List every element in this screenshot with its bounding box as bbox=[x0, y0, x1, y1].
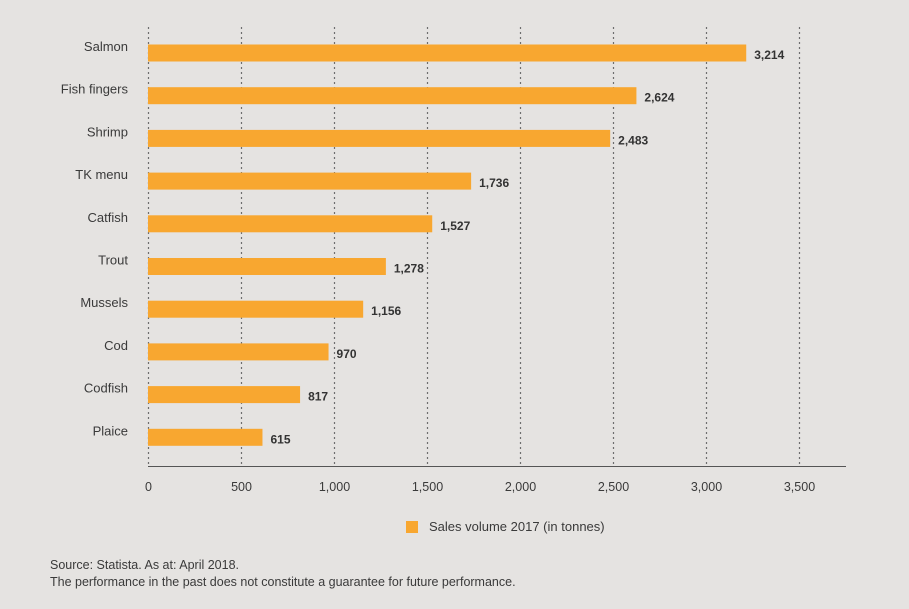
value-label: 1,527 bbox=[440, 219, 470, 233]
category-label: Plaice bbox=[93, 423, 128, 438]
x-tick-label: 1,000 bbox=[319, 480, 350, 494]
value-label: 3,214 bbox=[754, 48, 784, 62]
x-tick-label: 1,500 bbox=[412, 480, 443, 494]
bar bbox=[148, 87, 637, 105]
category-label: Trout bbox=[98, 253, 128, 268]
legend: Sales volume 2017 (in tonnes) bbox=[406, 519, 605, 534]
bar bbox=[148, 428, 263, 446]
value-label: 2,624 bbox=[644, 91, 674, 105]
value-label: 1,156 bbox=[371, 304, 401, 318]
bar bbox=[148, 215, 433, 233]
value-label: 1,736 bbox=[479, 176, 509, 190]
category-label: Mussels bbox=[80, 295, 128, 310]
bar bbox=[148, 386, 301, 404]
source-note: Source: Statista. As at: April 2018. The… bbox=[50, 557, 516, 591]
value-label: 1,278 bbox=[394, 262, 424, 276]
bar bbox=[148, 44, 747, 62]
category-label: Shrimp bbox=[87, 124, 128, 139]
x-tick-label: 0 bbox=[145, 480, 152, 494]
category-labels: Salmon Fish fingers Shrimp TK menu Catfish Tr… bbox=[61, 39, 129, 438]
value-label: 970 bbox=[337, 347, 357, 361]
category-label: Codfish bbox=[84, 381, 128, 396]
bar bbox=[148, 258, 386, 275]
category-label: Fish fingers bbox=[61, 82, 129, 97]
bar bbox=[148, 129, 611, 147]
bar bbox=[148, 343, 329, 361]
x-tick-labels: 0 500 1,000 1,500 2,000 2,500 3,000 3,500 bbox=[145, 480, 815, 494]
value-labels: 3,214 2,624 2,483 1,736 1,527 1,278 1,156 970 81… bbox=[270, 48, 784, 446]
source-line-2: The performance in the past does not con… bbox=[50, 575, 516, 589]
x-tick-label: 2,500 bbox=[598, 480, 629, 494]
value-label: 2,483 bbox=[618, 133, 648, 147]
category-label: Salmon bbox=[84, 39, 128, 54]
x-tick-label: 2,000 bbox=[505, 480, 536, 494]
value-label: 817 bbox=[308, 390, 328, 404]
bar bbox=[148, 172, 472, 190]
source-line-1: Source: Statista. As at: April 2018. bbox=[50, 558, 239, 572]
bars bbox=[148, 44, 747, 446]
x-tick-label: 500 bbox=[231, 480, 252, 494]
x-tick-label: 3,500 bbox=[784, 480, 815, 494]
bar bbox=[148, 300, 364, 318]
category-label: TK menu bbox=[75, 167, 128, 182]
value-label: 615 bbox=[270, 432, 290, 446]
legend-swatch bbox=[406, 520, 418, 533]
category-label: Catfish bbox=[88, 210, 128, 225]
category-label: Cod bbox=[104, 338, 128, 353]
legend-label: Sales volume 2017 (in tonnes) bbox=[429, 519, 605, 534]
x-tick-label: 3,000 bbox=[691, 480, 722, 494]
